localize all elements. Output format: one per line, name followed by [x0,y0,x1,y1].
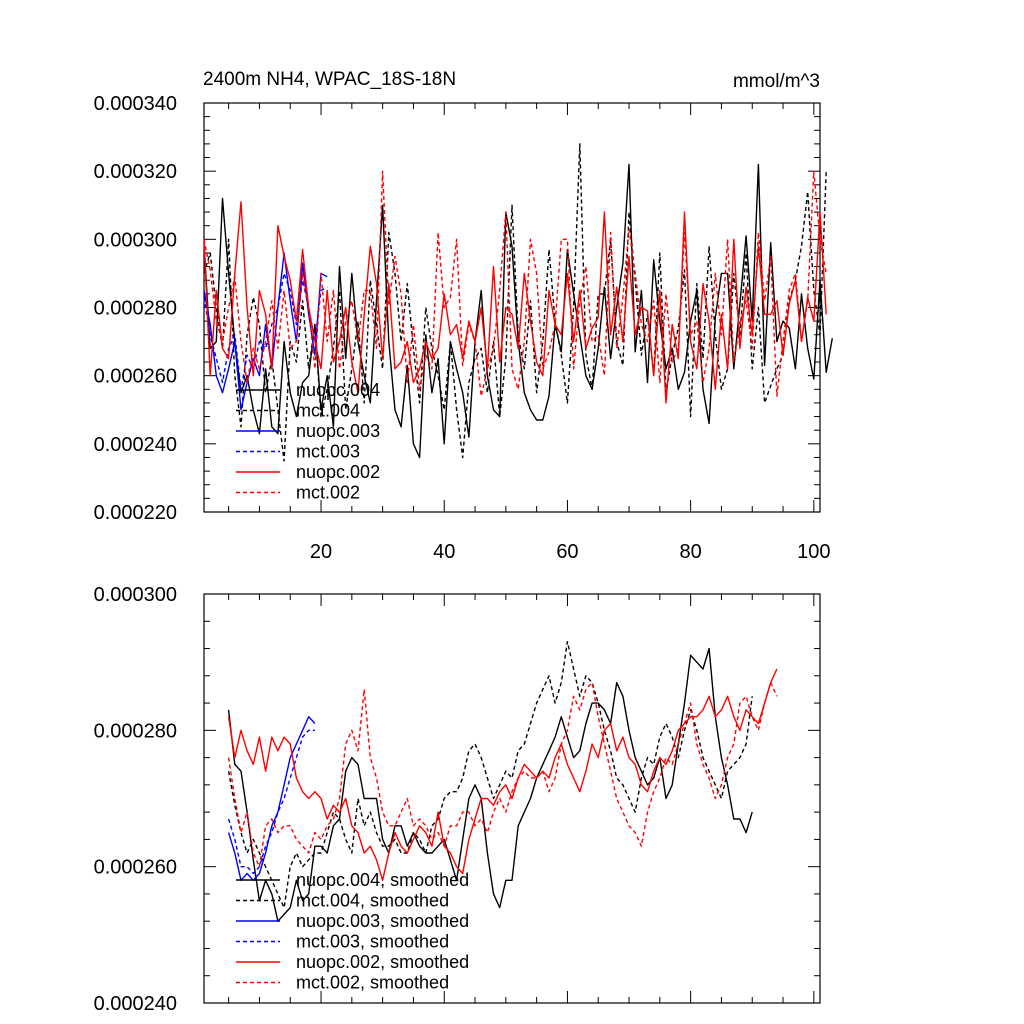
top-panel: 2400m NH4, WPAC_18S-18N mmol/m^3 0.00022… [94,69,833,563]
y-tick-label: 0.000280 [94,298,177,320]
series-line-mct-003-smoothed [227,729,315,875]
y-tick-label: 0.000220 [94,502,177,524]
y-tick-label: 0.000240 [94,434,177,456]
legend-label: nuopc.004 [296,380,380,400]
series-line-nuopc-003-smoothed [227,716,316,881]
legend-label: mct.003 [296,442,360,462]
series-line-mct-002 [203,170,827,397]
legend-label: mct.004, smoothed [296,891,449,911]
legend-label: nuopc.002 [296,462,380,482]
legend-label: nuopc.002, smoothed [296,952,469,972]
units-label: mmol/m^3 [733,71,820,92]
x-tick-label: 40 [433,541,455,563]
x-tick-label: 20 [310,541,332,563]
plot-frame [203,593,821,1004]
series-line-nuopc-002-smoothed [227,668,778,881]
y-tick-label: 0.000320 [94,161,177,183]
bottom-panel: 0.000240 0.000260 0.000280 0.000300 nuopc.00… [94,584,821,1015]
series-line-mct-002-smoothed [227,681,778,868]
chart-title: 2400m NH4, WPAC_18S-18N [203,69,456,90]
y-tick-label: 0.000300 [94,584,177,606]
legend-label: nuopc.003 [296,421,380,441]
y-tick-label: 0.000300 [94,229,177,251]
legend-label: mct.003, smoothed [296,932,449,952]
x-tick-label: 100 [797,541,830,563]
y-tick-label: 0.000260 [94,366,177,388]
legend-label: mct.004 [296,401,360,421]
y-tick-label: 0.000340 [94,93,177,115]
legend-label: nuopc.004, smoothed [296,870,469,890]
y-tick-label: 0.000280 [94,720,177,742]
x-tick-label: 80 [680,541,702,563]
series-line-mct-004 [203,143,827,462]
series-line-nuopc-004-smoothed [227,647,753,922]
x-tick-label: 60 [556,541,578,563]
y-tick-label: 0.000240 [94,993,177,1015]
legend-label: nuopc.003, smoothed [296,911,469,931]
legend-label: mct.002 [296,483,360,503]
series-line-mct-004-smoothed [227,641,753,909]
series-line-mct-003 [203,272,328,390]
series-line-nuopc-002 [203,201,827,404]
legend-label: mct.002, smoothed [296,973,449,993]
y-tick-label: 0.000260 [94,857,177,879]
